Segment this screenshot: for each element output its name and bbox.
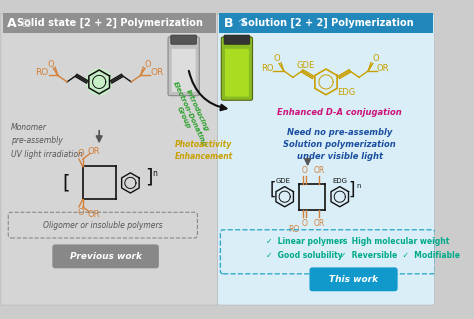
Text: Introducing
Electron-Donating
Group: Introducing Electron-Donating Group xyxy=(165,77,215,151)
Text: Need no pre-assembly: Need no pre-assembly xyxy=(287,128,392,137)
Text: OR: OR xyxy=(314,166,325,174)
Text: ]: ] xyxy=(348,180,355,198)
Text: O: O xyxy=(372,55,379,63)
Text: n: n xyxy=(356,183,360,189)
Text: O: O xyxy=(145,60,151,69)
Text: ▢: ▢ xyxy=(21,18,30,28)
Text: O: O xyxy=(77,149,84,158)
Text: Solution [2 + 2] Polymerization: Solution [2 + 2] Polymerization xyxy=(241,18,413,28)
Text: OR: OR xyxy=(314,219,325,228)
Text: GDE: GDE xyxy=(275,178,291,184)
Text: O: O xyxy=(302,166,308,174)
Text: Oligomer or insoluble polymers: Oligomer or insoluble polymers xyxy=(43,221,163,230)
Text: GDE: GDE xyxy=(297,61,315,70)
Text: ⚗: ⚗ xyxy=(237,18,246,28)
Text: O: O xyxy=(77,208,84,217)
FancyBboxPatch shape xyxy=(219,13,432,33)
FancyBboxPatch shape xyxy=(310,267,398,291)
Text: ✓  Linear polymers: ✓ Linear polymers xyxy=(266,237,347,246)
Text: A: A xyxy=(7,17,17,30)
Text: RO: RO xyxy=(261,63,273,73)
Text: EDG: EDG xyxy=(337,88,356,97)
Text: EDG: EDG xyxy=(332,178,347,184)
Text: [: [ xyxy=(63,174,70,192)
Text: RO: RO xyxy=(35,68,48,77)
Text: ✓  Reversible  ✓  Modifiable: ✓ Reversible ✓ Modifiable xyxy=(340,251,460,260)
Text: OR: OR xyxy=(87,147,100,156)
Text: RO: RO xyxy=(288,225,300,234)
Text: OR: OR xyxy=(150,68,164,77)
Text: Enhanced D-A conjugation: Enhanced D-A conjugation xyxy=(277,108,402,117)
Text: [: [ xyxy=(270,180,276,198)
Text: OR: OR xyxy=(377,63,389,73)
Text: B: B xyxy=(224,17,233,30)
Text: under visible light: under visible light xyxy=(297,152,383,161)
FancyBboxPatch shape xyxy=(172,49,196,92)
Circle shape xyxy=(86,69,112,95)
Text: Monomer
pre-assembly
UV light irradiation: Monomer pre-assembly UV light irradiatio… xyxy=(11,123,83,159)
Text: Previous work: Previous work xyxy=(70,252,142,261)
Text: ✓  High molecular weight: ✓ High molecular weight xyxy=(340,237,449,246)
Text: OR: OR xyxy=(87,210,100,219)
Text: ✓  Good solubility: ✓ Good solubility xyxy=(266,251,343,260)
Text: n: n xyxy=(152,169,157,178)
Text: O: O xyxy=(273,55,280,63)
FancyBboxPatch shape xyxy=(224,35,250,44)
FancyBboxPatch shape xyxy=(218,14,434,305)
FancyBboxPatch shape xyxy=(225,49,249,97)
FancyBboxPatch shape xyxy=(1,14,218,305)
Text: Solid state [2 + 2] Polymerization: Solid state [2 + 2] Polymerization xyxy=(17,18,203,28)
Text: Solution polymerization: Solution polymerization xyxy=(283,140,396,149)
FancyBboxPatch shape xyxy=(3,13,216,33)
FancyBboxPatch shape xyxy=(168,37,199,96)
FancyBboxPatch shape xyxy=(0,12,436,307)
FancyBboxPatch shape xyxy=(52,244,159,268)
Text: O: O xyxy=(302,219,308,228)
Text: This work: This work xyxy=(329,275,378,284)
Text: ]: ] xyxy=(145,168,153,187)
FancyBboxPatch shape xyxy=(221,37,253,100)
FancyBboxPatch shape xyxy=(171,35,197,44)
Text: Photoactivity
Enhancement: Photoactivity Enhancement xyxy=(175,140,233,161)
Text: O: O xyxy=(47,60,54,69)
